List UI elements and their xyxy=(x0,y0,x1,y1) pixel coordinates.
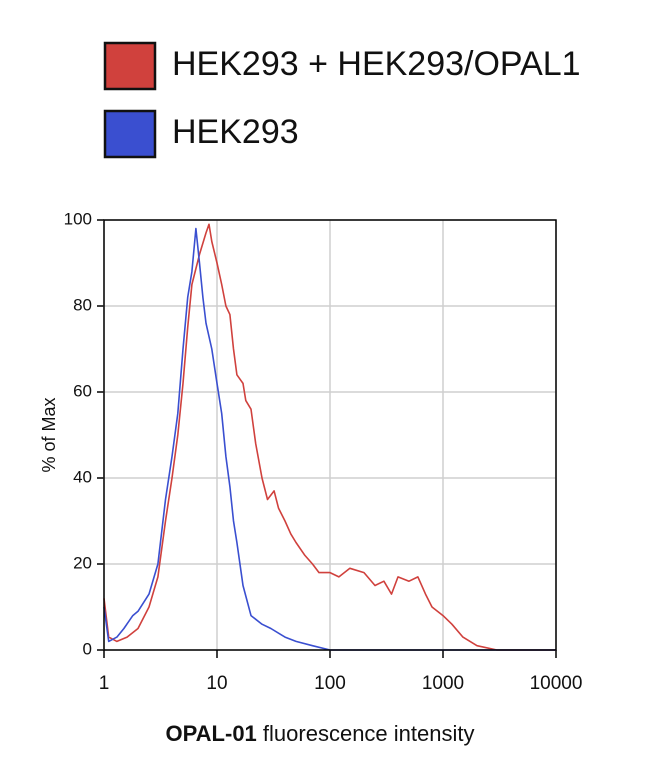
y-tick-label: 40 xyxy=(73,467,92,486)
plot-frame xyxy=(103,219,557,651)
series-line xyxy=(103,227,556,651)
y-tick-label: 80 xyxy=(73,295,92,314)
x-tick-label: 1 xyxy=(99,673,110,694)
legend-swatch xyxy=(103,109,157,159)
legend-label: HEK293 xyxy=(172,113,299,151)
series-line xyxy=(103,223,556,651)
x-axis-label-rest: fluorescence intensity xyxy=(263,721,475,746)
y-tick-label: 60 xyxy=(73,381,92,400)
x-tick-label: 1000 xyxy=(422,673,464,694)
x-axis-label-bold: OPAL-01 xyxy=(166,721,257,746)
y-tick-label: 100 xyxy=(64,209,92,228)
y-tick-label: 0 xyxy=(83,639,92,658)
x-tick-label: 100 xyxy=(314,673,346,694)
x-tick-label: 10 xyxy=(206,673,227,694)
x-axis-label: OPAL-01 fluorescence intensity xyxy=(166,721,475,746)
legend-swatch xyxy=(103,41,157,91)
legend-label: HEK293 + HEK293/OPAL1 xyxy=(172,45,581,83)
y-axis-label: % of Max xyxy=(39,397,59,472)
y-tick-label: 20 xyxy=(73,553,92,572)
x-tick-label: 10000 xyxy=(530,673,583,694)
